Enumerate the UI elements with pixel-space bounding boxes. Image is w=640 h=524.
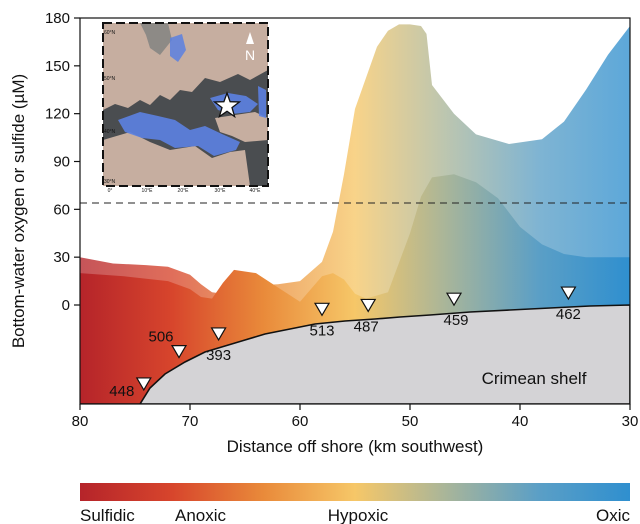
colorbar-label-oxic: Oxic: [596, 506, 631, 524]
y-axis-label: Bottom-water oxygen or sulfide (µM): [9, 74, 28, 348]
map-lon-label: 30°E: [215, 188, 227, 194]
map-lon-label: 0°: [108, 188, 113, 194]
y-tick-label: 0: [62, 297, 70, 314]
colorbar-labels: Sulfidic Anoxic Hypoxic Oxic: [80, 506, 631, 524]
y-tick-label: 30: [53, 249, 70, 266]
map-lon-label: 10°E: [142, 188, 154, 194]
map-lon-label: 40°E: [250, 188, 262, 194]
inset-map-longitude-labels: 0° 10°E 20°E 30°E 40°E: [108, 188, 261, 194]
y-tick-label: 90: [53, 154, 70, 171]
y-tick-label: 120: [45, 106, 70, 123]
x-tick-label: 40: [512, 413, 529, 430]
station-marker-506: [170, 345, 188, 359]
y-tick-label: 150: [45, 58, 70, 75]
north-arrow-icon: [246, 32, 254, 44]
station-label-448: 448: [109, 383, 134, 400]
inset-map: N 60°N 50°N 40°N 30°N 0° 10°E 20°E 30°E 40°E: [102, 22, 269, 194]
map-sea-mediterranean: [118, 112, 240, 156]
station-marker-448: [135, 377, 152, 392]
study-site-star-icon: [212, 91, 242, 119]
oxygen-sulfide-areas: [80, 24, 630, 404]
map-sea-baltic: [170, 34, 186, 62]
map-lat-label: 50°N: [104, 76, 116, 82]
x-tick-label: 60: [292, 413, 309, 430]
x-tick-label: 50: [402, 413, 419, 430]
colorbar-label-anoxic: Anoxic: [175, 506, 227, 524]
north-label: N: [245, 47, 255, 63]
x-axis-ticks: 80 70 60 50 40 30: [72, 404, 639, 430]
station-marker-462: [560, 286, 577, 301]
y-tick-label: 180: [45, 10, 70, 27]
station-marker-459: [445, 292, 463, 307]
map-land-north: [140, 23, 172, 55]
redox-colorbar: [80, 483, 630, 501]
map-lat-label: 60°N: [104, 30, 116, 36]
station-marker-487: [360, 298, 377, 313]
map-sea-caspian: [258, 86, 266, 118]
x-tick-label: 70: [182, 413, 199, 430]
shelf-label: Crimean shelf: [482, 369, 587, 388]
crimean-shelf-seafloor: [80, 304, 630, 404]
station-label-393: 393: [206, 347, 231, 364]
map-land-anatolia: [215, 112, 268, 142]
y-axis-ticks: 0 30 60 90 120 150 180: [45, 10, 80, 314]
x-tick-label: 30: [622, 413, 639, 430]
station-label-462: 462: [556, 306, 581, 323]
y-tick-label: 60: [53, 201, 70, 218]
oxygen-area-2: [80, 174, 630, 404]
map-lat-label: 40°N: [104, 129, 116, 135]
station-marker-513: [313, 302, 331, 317]
plot-area: [80, 24, 630, 404]
map-land-africa: [103, 132, 250, 186]
x-axis-label: Distance off shore (km southwest): [227, 437, 484, 456]
station-label-513: 513: [309, 322, 334, 339]
colorbar-label-hypoxic: Hypoxic: [328, 506, 389, 524]
station-label-459: 459: [443, 312, 468, 329]
x-tick-label: 80: [72, 413, 89, 430]
station-label-487: 487: [354, 318, 379, 335]
map-lat-label: 30°N: [104, 179, 116, 185]
station-label-506: 506: [148, 329, 173, 346]
station-marker-393: [210, 327, 227, 342]
map-lon-label: 20°E: [178, 188, 190, 194]
plot-frame: [79, 17, 631, 405]
station-markers: 448 506 393 513 487 459 462: [109, 286, 581, 400]
colorbar-label-sulfidic: Sulfidic: [80, 506, 135, 524]
inset-map-border: [102, 22, 269, 187]
map-land-europe: [103, 23, 268, 110]
inset-map-latitude-labels: 60°N 50°N 40°N 30°N: [104, 30, 116, 185]
